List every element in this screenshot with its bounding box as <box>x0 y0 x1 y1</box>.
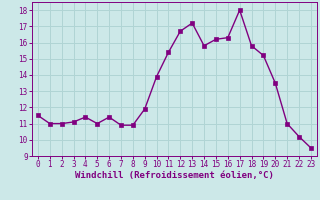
X-axis label: Windchill (Refroidissement éolien,°C): Windchill (Refroidissement éolien,°C) <box>75 171 274 180</box>
